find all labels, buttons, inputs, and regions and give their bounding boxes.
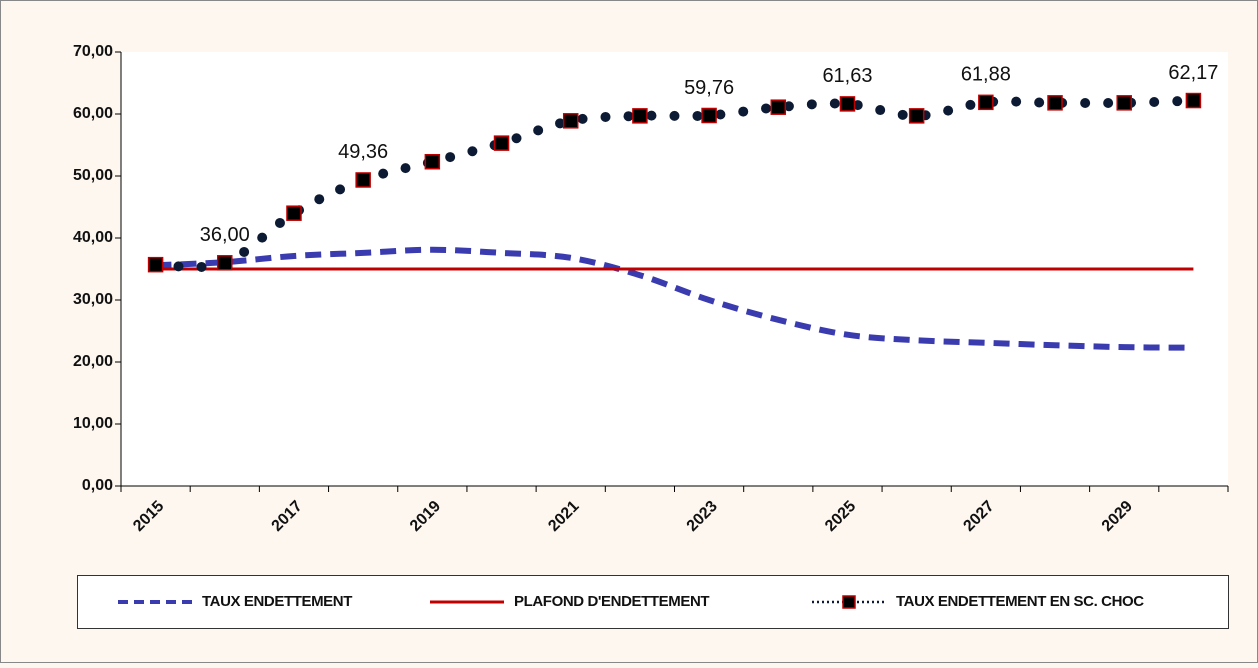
marker — [562, 113, 579, 129]
y-tick-label: 10,00 — [73, 415, 113, 432]
legend-label: TAUX ENDETTEMENT — [202, 593, 352, 610]
series-line — [155, 246, 1194, 351]
marker — [355, 172, 371, 188]
legend-marker — [842, 595, 856, 609]
y-tick-label: 0,00 — [82, 477, 113, 494]
y-tick-label: 60,00 — [73, 105, 113, 122]
marker — [770, 99, 787, 115]
legend-label: PLAFOND D'ENDETTEMENT — [514, 593, 709, 610]
legend — [77, 575, 1229, 629]
marker — [632, 108, 648, 124]
marker — [147, 256, 164, 273]
legend-label: TAUX ENDETTEMENT EN SC. CHOC — [896, 593, 1144, 610]
y-tick-label: 70,00 — [73, 43, 113, 60]
marker — [1185, 92, 1202, 109]
y-tick-label: 50,00 — [73, 167, 113, 184]
marker — [908, 108, 925, 124]
data-label: 61,63 — [822, 65, 872, 87]
y-tick-label: 40,00 — [73, 229, 113, 246]
marker — [701, 107, 717, 124]
data-label: 59,76 — [684, 77, 734, 99]
data-label: 61,88 — [961, 64, 1011, 86]
marker — [1047, 95, 1063, 111]
marker — [978, 94, 994, 111]
marker — [493, 135, 510, 151]
y-tick-label: 20,00 — [73, 353, 113, 370]
series-line — [150, 95, 1199, 273]
marker — [1116, 95, 1132, 111]
data-label: 36,00 — [200, 224, 250, 246]
y-tick-label: 30,00 — [73, 291, 113, 308]
data-label: 49,36 — [338, 141, 388, 163]
data-label: 62,17 — [1168, 62, 1218, 84]
marker — [839, 96, 856, 112]
marker — [424, 153, 441, 170]
marker — [217, 255, 233, 271]
marker — [286, 205, 302, 221]
